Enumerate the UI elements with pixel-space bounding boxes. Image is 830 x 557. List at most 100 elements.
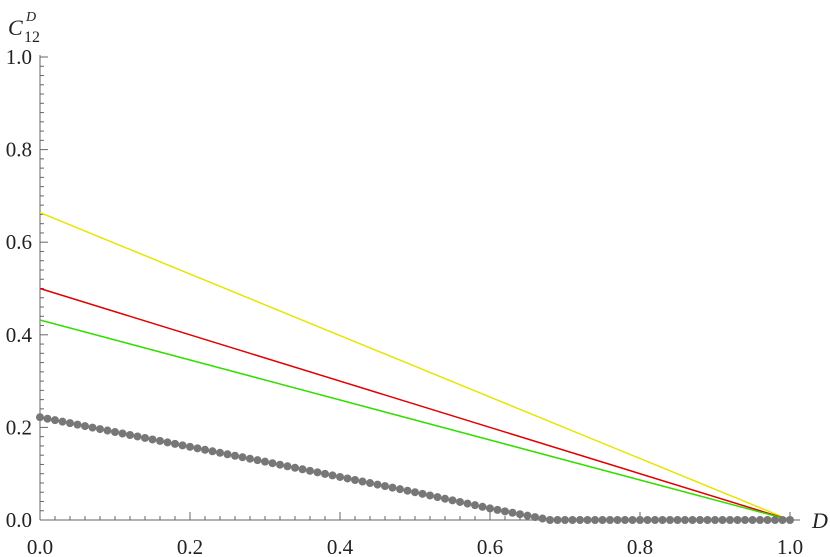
series-point [756, 516, 764, 524]
y-tick-label: 1.0 [6, 45, 32, 69]
series-point [58, 417, 67, 426]
series-point [208, 447, 217, 456]
series-point [66, 419, 74, 428]
series-point [696, 516, 704, 524]
y-tick-label: 0.6 [6, 230, 32, 254]
x-axis-label: D [811, 508, 828, 533]
series-point [508, 508, 517, 517]
series-point [373, 480, 382, 489]
series-point [621, 516, 629, 524]
series-point [733, 516, 742, 524]
series-point [156, 436, 164, 445]
series-point [88, 423, 97, 432]
series-point [388, 483, 397, 492]
series-point [396, 485, 404, 494]
series-point [291, 463, 299, 472]
series-point [703, 516, 712, 524]
series-point [553, 516, 562, 524]
series-point [673, 516, 682, 524]
series-point [306, 466, 314, 475]
series-point [748, 516, 757, 524]
series-point [523, 511, 532, 520]
series-point [561, 516, 569, 524]
series-point [283, 462, 292, 471]
series-point [651, 516, 659, 524]
axes: 0.0 0.2 0.4 0.6 0.8 1.0 0.0 0.2 0.4 0.6 0.8 1.0 [6, 45, 803, 557]
series-point [516, 510, 524, 519]
x-tick-label: 1.0 [777, 535, 803, 557]
series-point [456, 497, 464, 506]
series-point [666, 516, 674, 524]
x-tick-label: 0.4 [327, 535, 354, 557]
series-point [313, 468, 322, 477]
series-point [546, 516, 554, 524]
series-point [613, 516, 622, 524]
series-point [643, 516, 652, 524]
series-point [193, 444, 202, 453]
series-point [366, 479, 374, 488]
series-point [276, 460, 284, 469]
series-point [726, 516, 734, 524]
series-point [441, 494, 449, 503]
series-point [343, 474, 352, 483]
series-point [381, 482, 389, 491]
series-point [418, 489, 427, 498]
series-point [403, 486, 412, 495]
y-axis-label-sub: 12 [24, 29, 40, 46]
x-tick-label: 0.0 [27, 535, 53, 557]
series-point [223, 450, 232, 459]
series-point [568, 516, 577, 524]
series-point [426, 491, 434, 500]
series-point [598, 516, 607, 524]
series-point [73, 420, 82, 429]
series-point [163, 438, 172, 447]
series-point [538, 514, 547, 523]
series-point [103, 426, 112, 435]
series-point [463, 499, 472, 508]
series-point [253, 456, 262, 465]
series-point [216, 448, 224, 457]
series-point [231, 451, 239, 460]
series-point [741, 516, 749, 524]
series-point [238, 453, 247, 462]
y-tick-label: 0.8 [6, 138, 32, 162]
y-tick-label: 0.4 [6, 323, 33, 347]
series-point [36, 413, 44, 422]
series-point [141, 433, 149, 442]
x-tick-label: 0.8 [627, 535, 653, 557]
series-point [261, 457, 269, 466]
series-point [201, 445, 209, 454]
series-point [96, 425, 104, 434]
series-point [711, 516, 719, 524]
series-point [118, 429, 127, 438]
series-point [351, 475, 359, 484]
series-line-0 [39, 211, 791, 521]
y-axis-label: C D 12 [8, 10, 40, 46]
series-point [81, 422, 89, 431]
series-point [148, 435, 157, 444]
series-point [576, 516, 584, 524]
series-point [246, 454, 254, 463]
series-point [763, 516, 772, 524]
series-point [448, 496, 457, 505]
y-tick-label: 0.2 [6, 415, 32, 439]
series-point [531, 513, 539, 522]
series-point [778, 516, 787, 524]
series-point [718, 516, 727, 524]
series-point [433, 493, 442, 502]
series-point [186, 442, 194, 451]
series-point [268, 459, 277, 468]
series-point [486, 504, 494, 513]
series-point [771, 516, 779, 524]
series-point [171, 439, 179, 448]
x-tick-label: 0.6 [477, 535, 503, 557]
series-point [583, 516, 592, 524]
series-point [336, 472, 344, 481]
series-point [471, 501, 479, 510]
series-point [51, 416, 59, 425]
series-point [688, 516, 697, 524]
series-point [786, 516, 794, 524]
series-point [636, 516, 644, 524]
series-point [478, 502, 487, 511]
